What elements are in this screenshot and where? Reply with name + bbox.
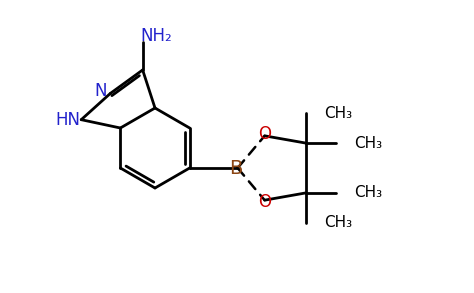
Text: CH₃: CH₃ [324,215,352,230]
Text: NH₂: NH₂ [141,27,173,45]
Text: CH₃: CH₃ [354,136,382,151]
Text: HN: HN [56,111,81,129]
Text: O: O [258,125,271,143]
Text: CH₃: CH₃ [324,105,352,121]
Text: O: O [258,193,271,211]
Text: N: N [94,82,107,100]
Text: CH₃: CH₃ [354,185,382,200]
Text: B: B [229,159,242,178]
